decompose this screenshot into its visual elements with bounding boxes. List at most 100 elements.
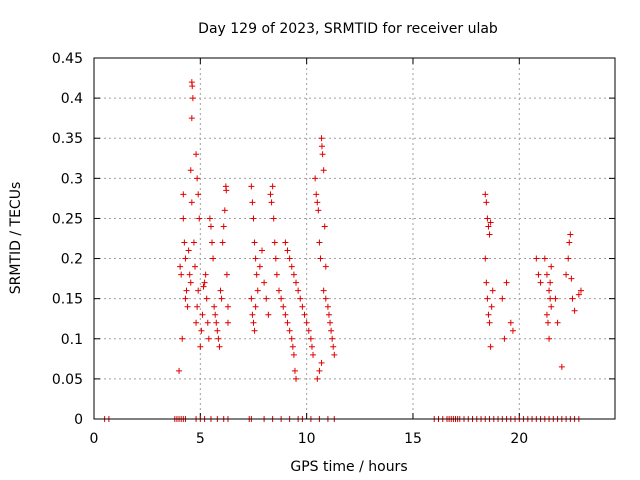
data-point	[215, 335, 222, 342]
data-point	[307, 335, 314, 342]
data-point	[251, 327, 258, 334]
data-point	[324, 303, 331, 310]
data-point	[282, 311, 289, 318]
data-point	[178, 271, 185, 278]
data-point	[248, 183, 255, 190]
data-point	[224, 303, 231, 310]
data-point	[248, 295, 255, 302]
data-point	[176, 367, 183, 374]
data-point	[256, 263, 263, 270]
data-point	[269, 183, 276, 190]
data-point	[310, 351, 317, 358]
data-point	[486, 319, 493, 326]
data-point	[250, 319, 257, 326]
data-point	[180, 215, 187, 222]
data-point	[251, 239, 258, 246]
plot-frame	[93, 57, 616, 420]
data-point	[216, 343, 223, 350]
y-axis-label: SRMTID / TECUs	[8, 182, 24, 295]
data-point	[533, 255, 540, 262]
data-point	[212, 311, 219, 318]
data-point	[328, 327, 335, 334]
data-point	[209, 239, 216, 246]
data-point	[270, 215, 277, 222]
y-tick-label: 0.3	[61, 171, 83, 187]
data-point	[546, 287, 553, 294]
data-point	[261, 279, 268, 286]
data-point	[312, 175, 319, 182]
data-point	[316, 239, 323, 246]
data-point	[331, 351, 338, 358]
data-point	[207, 223, 214, 230]
data-point	[273, 271, 280, 278]
data-point	[318, 359, 325, 366]
data-point	[482, 255, 489, 262]
x-tick-label: 5	[196, 431, 205, 447]
data-point	[193, 319, 200, 326]
data-point	[545, 319, 552, 326]
data-point	[482, 191, 489, 198]
data-point	[325, 311, 332, 318]
data-point	[187, 167, 194, 174]
data-point	[483, 279, 490, 286]
data-point	[301, 311, 308, 318]
data-point	[547, 295, 554, 302]
y-tick-label: 0	[74, 412, 83, 428]
data-point	[224, 319, 231, 326]
data-point	[198, 327, 205, 334]
y-tick-label: 0.45	[52, 51, 83, 67]
data-point	[565, 255, 572, 262]
data-point	[543, 311, 550, 318]
data-point	[327, 319, 334, 326]
data-point	[488, 303, 495, 310]
data-point	[181, 239, 188, 246]
data-point	[265, 311, 272, 318]
data-point	[192, 263, 199, 270]
data-point	[195, 287, 202, 294]
data-point	[291, 367, 298, 374]
data-point	[548, 263, 555, 270]
data-point	[571, 307, 578, 314]
data-point	[271, 239, 278, 246]
data-point	[286, 327, 293, 334]
data-point	[205, 335, 212, 342]
data-point	[288, 335, 295, 342]
y-tick-label: 0.25	[52, 211, 83, 227]
y-tick-label: 0.15	[52, 292, 83, 308]
data-point	[182, 255, 189, 262]
data-point	[318, 143, 325, 150]
data-point	[253, 271, 260, 278]
axis-ticks: 0 0.05 0.1 0.15 0.2 0.25 0.3 0.35 0.4 0.45 0 5 10 15 2…	[52, 51, 615, 447]
data-point	[308, 343, 315, 350]
data-point	[567, 231, 574, 238]
data-point	[286, 255, 293, 262]
data-point	[180, 191, 187, 198]
x-tick-label: 20	[510, 431, 528, 447]
data-point	[507, 319, 514, 326]
grid-lines	[94, 58, 615, 419]
data-point	[221, 207, 228, 214]
data-point	[568, 275, 575, 282]
data-point	[219, 239, 226, 246]
data-point	[218, 295, 225, 302]
data-point	[188, 115, 195, 122]
data-point	[541, 255, 548, 262]
data-point	[188, 199, 195, 206]
data-points	[101, 79, 584, 422]
data-point	[258, 247, 265, 254]
data-point	[543, 271, 550, 278]
data-point	[223, 271, 230, 278]
data-point	[315, 207, 322, 214]
data-point	[569, 295, 576, 302]
data-point	[202, 271, 209, 278]
data-point	[485, 223, 492, 230]
data-point	[249, 199, 256, 206]
data-point	[577, 287, 584, 294]
data-point	[509, 327, 516, 334]
data-point	[314, 375, 321, 382]
data-point	[293, 279, 300, 286]
chart-title: Day 129 of 2023, SRMTID for receiver ula…	[198, 21, 498, 37]
data-point	[293, 375, 300, 382]
data-point	[186, 271, 193, 278]
